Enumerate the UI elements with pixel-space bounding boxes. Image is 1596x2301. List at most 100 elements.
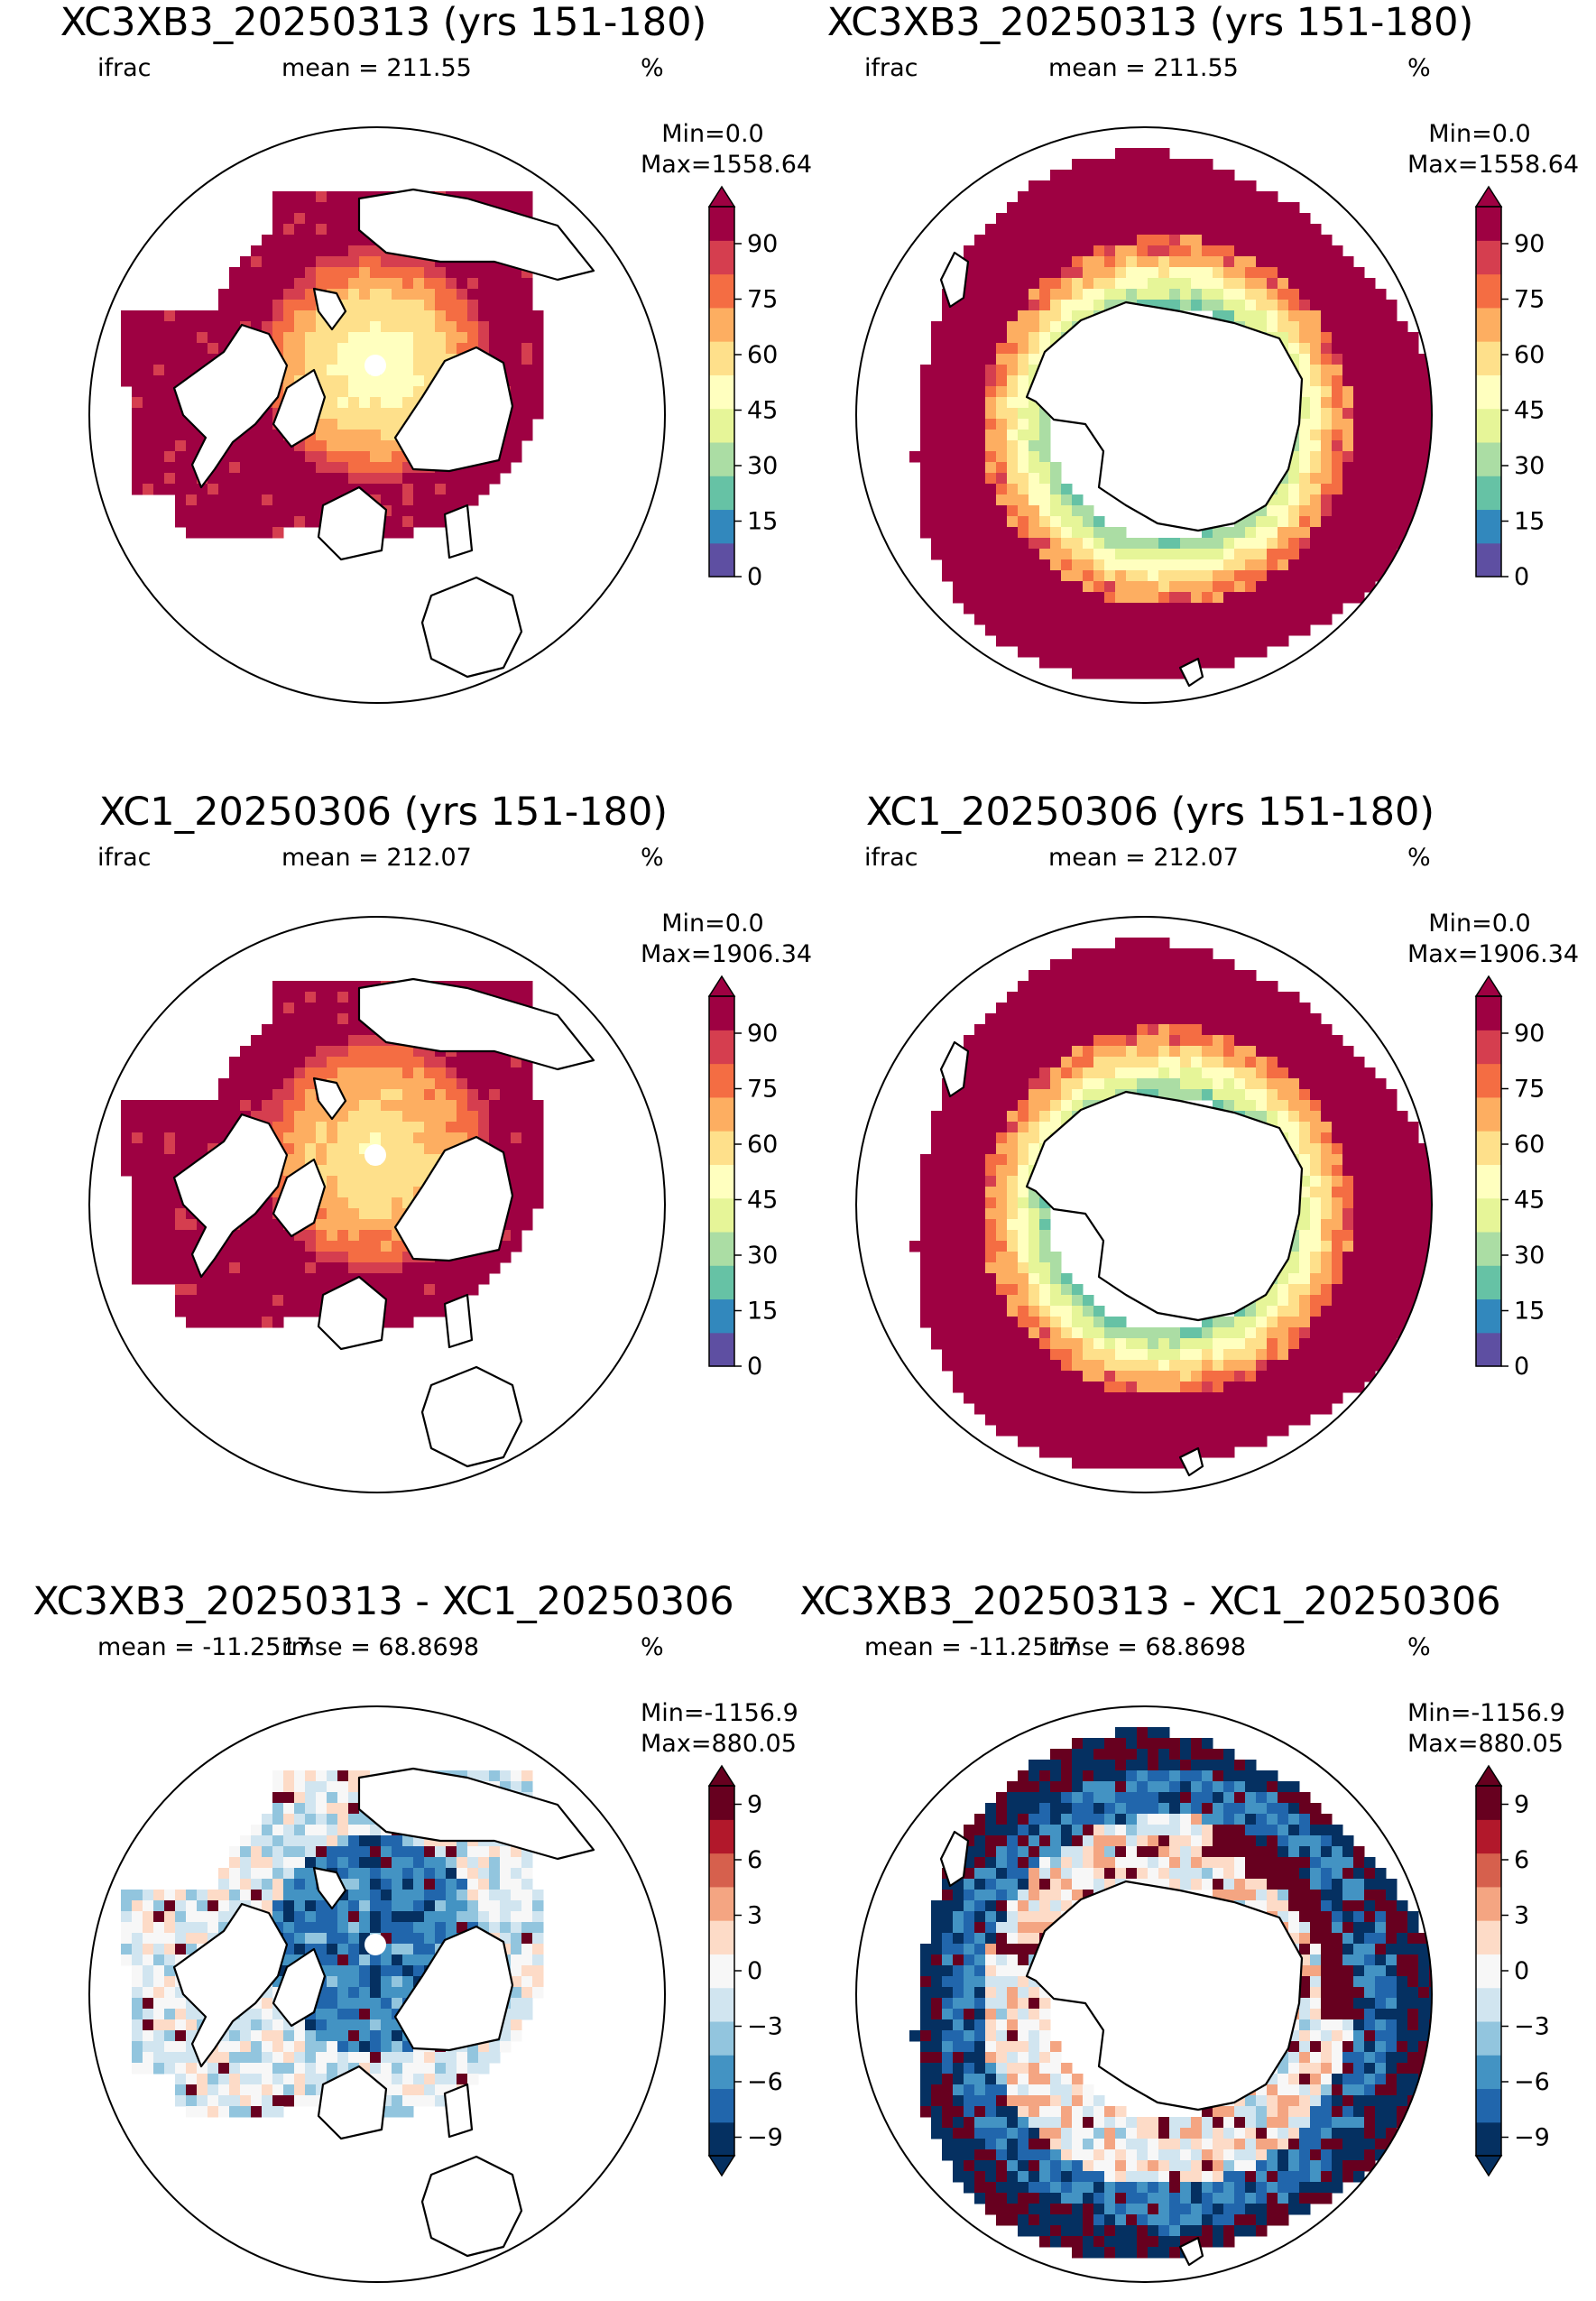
grid-cell [1061, 516, 1073, 528]
grid-cell [251, 1078, 263, 1090]
grid-cell [1299, 419, 1311, 430]
grid-cell [1104, 1317, 1116, 1328]
grid-cell [1072, 191, 1084, 203]
grid-cell [1093, 1360, 1105, 1372]
grid-cell [1039, 603, 1051, 615]
grid-cell [424, 1057, 436, 1068]
grid-cell [1007, 310, 1019, 322]
grid-cell [457, 300, 468, 311]
grid-cell [1093, 170, 1105, 181]
grid-cell [316, 202, 328, 214]
colorbar-swatch [709, 409, 734, 443]
grid-cell [1083, 278, 1094, 290]
grid-cell [1234, 1360, 1246, 1372]
grid-cell [1353, 505, 1365, 517]
grid-cell [1148, 992, 1159, 1003]
grid-cell [1083, 235, 1094, 246]
grid-cell [413, 1100, 425, 1112]
grid-cell [186, 505, 198, 517]
grid-cell [305, 191, 317, 203]
grid-cell [327, 332, 338, 344]
grid-cell [931, 408, 943, 420]
grid-cell [1148, 981, 1159, 993]
grid-cell [1375, 397, 1387, 409]
polar-map-south [855, 916, 1433, 1493]
grid-cell [316, 1241, 328, 1252]
grid-cell [942, 343, 954, 355]
grid-cell [985, 1122, 997, 1133]
grid-cell [1072, 170, 1084, 181]
grid-cell [532, 1165, 544, 1177]
grid-cell [327, 484, 338, 495]
grid-cell [1104, 1057, 1116, 1068]
grid-cell [283, 1046, 295, 1058]
grid-cell [1256, 1078, 1268, 1090]
grid-cell [1072, 1003, 1084, 1014]
grid-cell [1342, 419, 1354, 430]
grid-cell [1342, 1327, 1354, 1339]
grid-cell [1126, 148, 1138, 160]
grid-cell [1353, 1230, 1365, 1242]
grid-cell [920, 440, 932, 452]
grid-cell [262, 1057, 273, 1068]
grid-cell [1050, 1013, 1062, 1025]
grid-cell [1418, 1230, 1430, 1242]
grid-cell [942, 1360, 954, 1372]
grid-cell [1169, 1057, 1181, 1068]
grid-cell [511, 1111, 522, 1123]
grid-cell [1386, 1262, 1398, 1274]
grid-cell [1007, 484, 1019, 495]
grid-cell [953, 1100, 964, 1112]
grid-cell [1115, 1078, 1127, 1090]
grid-cell [1126, 159, 1138, 171]
grid-cell [942, 1349, 954, 1361]
grid-cell [359, 1165, 371, 1177]
colorbar-swatch [709, 1198, 734, 1233]
grid-cell [272, 1057, 284, 1068]
grid-cell [1018, 1338, 1029, 1350]
grid-cell [1191, 1349, 1203, 1361]
grid-cell [272, 1089, 284, 1101]
grid-cell [348, 354, 360, 365]
grid-cell [283, 1024, 295, 1036]
grid-cell [964, 1089, 975, 1101]
grid-cell [1191, 289, 1203, 300]
grid-cell [262, 1273, 273, 1285]
grid-cell [1169, 646, 1181, 658]
grid-cell [1245, 592, 1257, 604]
grid-cell [1180, 1349, 1192, 1361]
grid-cell [1386, 321, 1398, 333]
grid-cell [931, 1176, 943, 1187]
grid-cell [996, 549, 1008, 560]
grid-cell [1332, 538, 1343, 550]
grid-cell [1386, 1143, 1398, 1155]
grid-cell [1299, 430, 1311, 441]
grid-cell [1169, 235, 1181, 246]
grid-cell [381, 408, 392, 420]
grid-cell [1332, 1252, 1343, 1263]
grid-cell [1418, 1295, 1430, 1307]
grid-cell [1353, 1165, 1365, 1177]
grid-cell [996, 1360, 1008, 1372]
grid-cell [1029, 1035, 1040, 1047]
grid-cell [424, 289, 436, 300]
grid-cell [1278, 581, 1289, 593]
grid-cell [1072, 527, 1084, 539]
grid-cell [413, 473, 425, 485]
grid-cell [337, 1154, 349, 1166]
grid-cell [532, 365, 544, 376]
grid-cell [240, 1262, 252, 1274]
grid-cell [996, 1284, 1008, 1296]
grid-cell [294, 1273, 306, 1285]
grid-cell [1007, 1035, 1019, 1047]
grid-cell [1353, 570, 1365, 582]
grid-cell [1213, 981, 1224, 993]
grid-cell [1072, 538, 1084, 550]
pole-hole [364, 355, 386, 376]
grid-cell [1202, 1089, 1213, 1101]
grid-cell [1397, 408, 1408, 420]
grid-cell [294, 451, 306, 463]
grid-cell [175, 1132, 187, 1144]
grid-cell [1342, 1230, 1354, 1242]
grid-cell [1126, 1067, 1138, 1079]
